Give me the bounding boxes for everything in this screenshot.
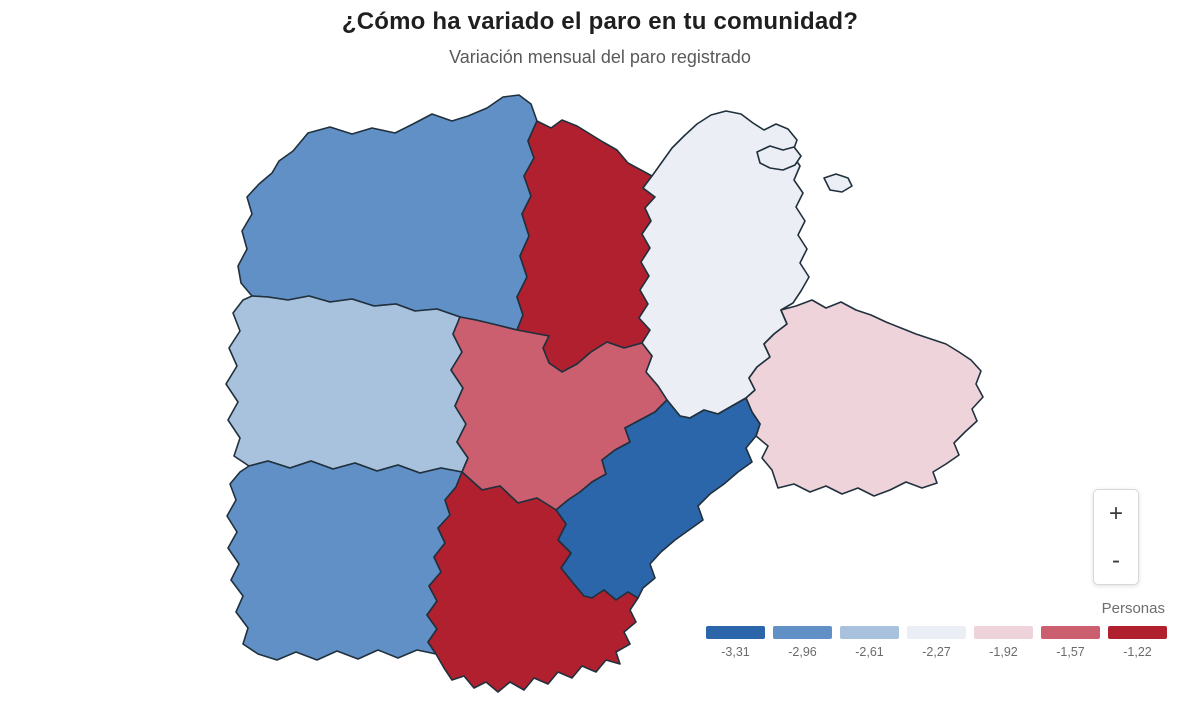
region-burgos-exclave[interactable] <box>823 173 853 193</box>
legend-stops: -3,31 -2,96 -2,61 -2,27 -1,92 -1,57 <box>706 626 1167 659</box>
legend-stop: -2,27 <box>907 626 966 659</box>
legend-stop-label: -2,61 <box>855 645 884 659</box>
legend-stop-label: -2,96 <box>788 645 817 659</box>
legend-stop: -2,96 <box>773 626 832 659</box>
region-salamanca[interactable] <box>226 460 463 661</box>
legend-stop: -1,22 <box>1108 626 1167 659</box>
legend-stop-label: -1,92 <box>989 645 1018 659</box>
legend-stop: -1,57 <box>1041 626 1100 659</box>
legend-stop-label: -1,57 <box>1056 645 1085 659</box>
legend-swatch <box>907 626 966 639</box>
map-legend: Personas -3,31 -2,96 -2,61 -2,27 -1,92 <box>706 600 1167 659</box>
legend-stop: -1,92 <box>974 626 1033 659</box>
region-segovia[interactable] <box>555 397 761 601</box>
legend-stop-label: -1,22 <box>1123 645 1152 659</box>
page-subtitle: Variación mensual del paro registrado <box>449 47 751 67</box>
legend-stop: -2,61 <box>840 626 899 659</box>
zoom-controls: + - <box>1093 489 1139 585</box>
legend-title: Personas <box>1101 600 1165 617</box>
region-leon[interactable] <box>237 94 538 331</box>
legend-swatch <box>974 626 1033 639</box>
legend-stop-label: -3,31 <box>721 645 750 659</box>
legend-swatch <box>706 626 765 639</box>
zoom-out-button[interactable]: - <box>1094 537 1138 584</box>
legend-swatch <box>773 626 832 639</box>
page-title: ¿Cómo ha variado el paro en tu comunidad… <box>341 8 859 35</box>
legend-swatch <box>1108 626 1167 639</box>
region-soria[interactable] <box>745 299 984 497</box>
legend-swatch <box>1041 626 1100 639</box>
legend-swatch <box>840 626 899 639</box>
legend-stop-label: -2,27 <box>922 645 951 659</box>
region-zamora[interactable] <box>225 295 469 474</box>
header: ¿Cómo ha variado el paro en tu comunidad… <box>0 8 1200 68</box>
zoom-in-button[interactable]: + <box>1094 490 1138 537</box>
region-burgos-exclave[interactable] <box>756 145 802 171</box>
legend-stop: -3,31 <box>706 626 765 659</box>
region-avila[interactable] <box>426 471 639 693</box>
